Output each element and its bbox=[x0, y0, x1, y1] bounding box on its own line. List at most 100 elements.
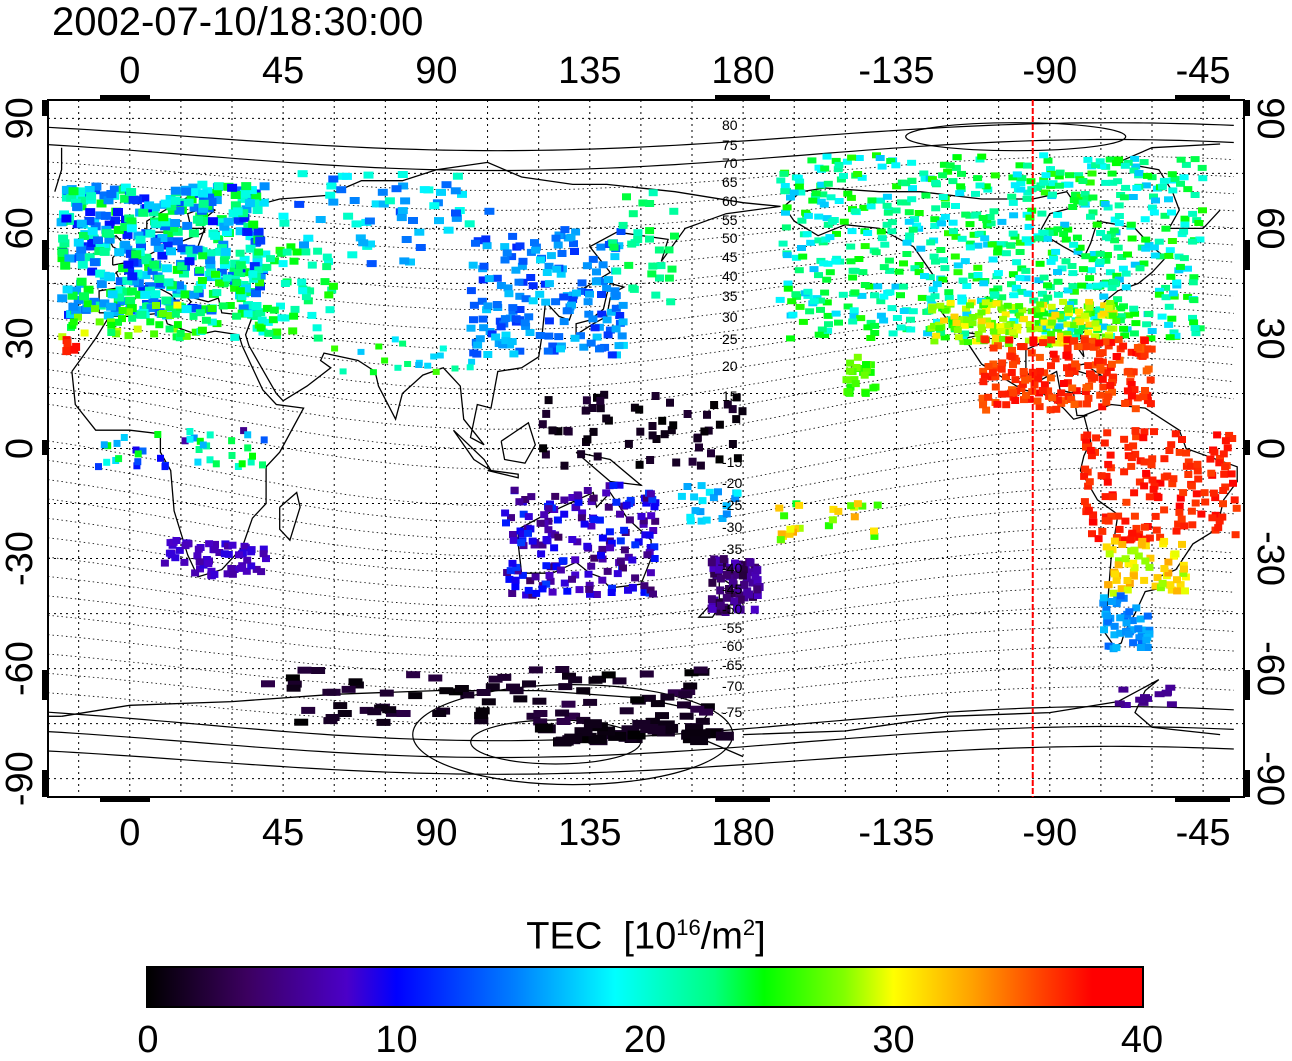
tec-point bbox=[1124, 560, 1133, 568]
tec-point bbox=[90, 222, 101, 231]
tec-point bbox=[531, 246, 541, 254]
tec-point bbox=[1114, 561, 1123, 569]
tec-point bbox=[1054, 182, 1064, 189]
tec-point bbox=[1053, 226, 1063, 233]
tec-point bbox=[944, 230, 953, 237]
mag-lat-contour bbox=[48, 122, 1234, 152]
tec-point bbox=[1146, 335, 1156, 342]
tec-point bbox=[140, 290, 151, 299]
tec-point bbox=[714, 488, 722, 496]
tec-point bbox=[484, 207, 495, 215]
tec-point bbox=[220, 550, 229, 558]
tec-point bbox=[568, 494, 577, 501]
tec-point bbox=[1060, 313, 1070, 320]
tec-point bbox=[602, 284, 612, 292]
tec-point bbox=[1017, 288, 1027, 295]
tec-point bbox=[1098, 403, 1107, 411]
tec-point bbox=[1127, 235, 1137, 242]
tec-point bbox=[1143, 172, 1152, 179]
tec-point bbox=[736, 595, 745, 604]
lon-tick-label-bottom: 0 bbox=[119, 812, 140, 854]
tec-point bbox=[1109, 227, 1119, 234]
tec-point bbox=[496, 323, 506, 331]
tec-point bbox=[196, 281, 207, 290]
tec-point bbox=[718, 515, 727, 522]
tec-point bbox=[374, 704, 389, 712]
tec-point bbox=[605, 528, 614, 536]
tec-point bbox=[1008, 230, 1018, 237]
tec-point bbox=[518, 571, 527, 579]
tec-point bbox=[76, 277, 87, 286]
tec-point bbox=[894, 268, 904, 275]
tec-point bbox=[194, 458, 202, 466]
tec-point bbox=[1232, 504, 1241, 512]
tec-point bbox=[965, 212, 975, 219]
lon-tick-label-top: 180 bbox=[711, 50, 774, 92]
tec-point bbox=[950, 313, 959, 320]
tec-point bbox=[1165, 447, 1174, 454]
mag-lat-label: -35 bbox=[722, 541, 742, 557]
tec-point bbox=[1103, 612, 1112, 620]
tec-point bbox=[611, 292, 621, 300]
tec-point bbox=[367, 708, 382, 716]
tec-point bbox=[683, 682, 698, 690]
tec-point bbox=[514, 278, 524, 286]
tec-point bbox=[1089, 511, 1098, 519]
tec-point bbox=[1187, 482, 1196, 490]
tec-point bbox=[891, 283, 901, 290]
tec-point bbox=[1129, 639, 1138, 647]
tec-point bbox=[216, 268, 227, 277]
tec-point bbox=[1089, 251, 1099, 257]
tec-point bbox=[428, 674, 443, 682]
tec-point bbox=[1053, 291, 1063, 298]
tec-point bbox=[959, 338, 968, 345]
tec-point bbox=[979, 401, 987, 409]
tec-point bbox=[901, 199, 911, 206]
tec-point bbox=[569, 240, 578, 248]
tec-point bbox=[1140, 351, 1149, 359]
tec-point bbox=[1021, 267, 1031, 274]
tec-point bbox=[1024, 223, 1034, 230]
tec-point bbox=[1081, 388, 1090, 395]
tec-point bbox=[1181, 161, 1191, 168]
tec-point bbox=[1083, 400, 1091, 408]
tec-point bbox=[577, 450, 586, 459]
tec-point bbox=[1148, 455, 1157, 463]
lon-tick-label-top: -45 bbox=[1176, 50, 1231, 92]
tec-point bbox=[931, 179, 941, 186]
mag-lat-label: 50 bbox=[722, 230, 738, 246]
tec-point bbox=[619, 564, 627, 572]
tec-point bbox=[1123, 312, 1133, 319]
tec-point bbox=[809, 298, 819, 305]
tec-point bbox=[989, 328, 998, 335]
tec-point bbox=[171, 310, 180, 318]
tec-point bbox=[926, 239, 936, 246]
tec-point bbox=[492, 274, 502, 282]
tec-point bbox=[249, 452, 256, 460]
tec-point bbox=[645, 200, 655, 207]
tec-point bbox=[244, 199, 255, 207]
tec-point bbox=[986, 322, 994, 329]
tec-point bbox=[1040, 369, 1049, 377]
tec-point bbox=[254, 248, 264, 256]
tec-point bbox=[175, 334, 184, 342]
lon-tick-label-top: 45 bbox=[262, 50, 304, 92]
tec-point bbox=[1137, 640, 1146, 648]
tec-point bbox=[1188, 279, 1198, 286]
tec-point bbox=[1151, 582, 1160, 590]
tec-point bbox=[1211, 494, 1220, 502]
tec-point bbox=[1095, 357, 1104, 365]
tec-point bbox=[1131, 405, 1140, 413]
tec-point bbox=[1214, 524, 1223, 532]
tec-point bbox=[157, 234, 168, 242]
tec-point bbox=[648, 189, 658, 197]
tec-point bbox=[570, 334, 580, 342]
tec-point bbox=[1164, 558, 1173, 566]
tec-point bbox=[1100, 626, 1108, 634]
tec-point bbox=[1134, 625, 1143, 633]
tec-point bbox=[415, 244, 426, 251]
tec-point bbox=[1109, 278, 1118, 285]
tec-point bbox=[1067, 396, 1076, 403]
tec-point bbox=[263, 318, 273, 326]
tec-point bbox=[509, 536, 518, 544]
